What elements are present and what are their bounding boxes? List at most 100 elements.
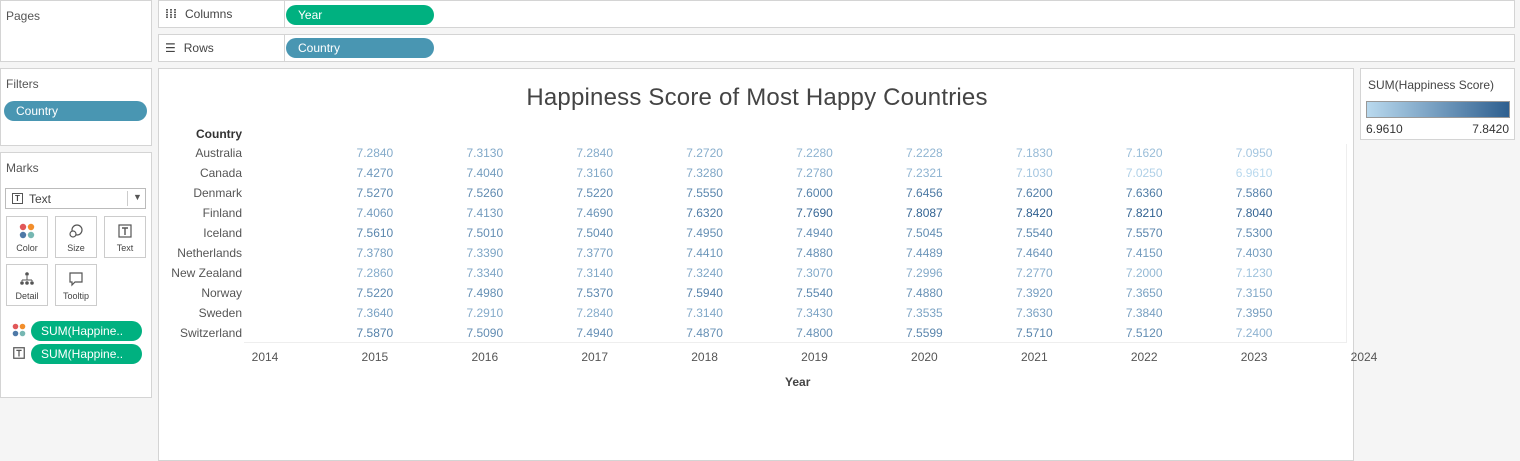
x-tick-label: 2015	[361, 350, 389, 364]
table-cell: 7.0950	[1235, 146, 1273, 160]
table-cell: 7.5045	[906, 226, 943, 240]
filters-title: Filters	[6, 77, 39, 91]
table-cell: 7.3640	[356, 306, 394, 320]
x-tick-label: 2017	[581, 350, 609, 364]
table-cell: 7.4040	[466, 166, 504, 180]
table-cell: 7.1830	[1015, 146, 1053, 160]
table-cell: 7.6200	[1015, 186, 1053, 200]
text-button[interactable]: Text	[104, 216, 146, 258]
text-field-icon	[13, 347, 25, 359]
legend-title: SUM(Happiness Score)	[1368, 78, 1495, 92]
table-cell: 7.5040	[576, 226, 614, 240]
table-cell: 7.2860	[356, 266, 394, 280]
x-tick-label: 2024	[1350, 350, 1378, 364]
rows-shelf-label: ☰ Rows	[159, 35, 285, 61]
table-cell: 7.3780	[356, 246, 394, 260]
detail-icon	[20, 272, 34, 285]
table-cell: 7.3390	[466, 246, 504, 260]
table-cell: 7.5940	[686, 286, 723, 300]
table-cell: 7.5870	[356, 326, 394, 340]
table-cell: 7.2770	[1015, 266, 1053, 280]
table-cell: 7.8210	[1125, 206, 1163, 220]
chevron-down-icon: ▼	[133, 192, 142, 202]
table-cell: 7.3630	[1015, 306, 1053, 320]
table-cell: 7.5220	[356, 286, 394, 300]
table-cell: 7.4030	[1235, 246, 1273, 260]
table-cell: 7.3130	[466, 146, 504, 160]
pages-panel: Pages	[0, 0, 152, 62]
filter-country-pill[interactable]: Country	[4, 101, 147, 121]
table-cell: 7.5610	[356, 226, 394, 240]
table-cell: 7.4270	[356, 166, 394, 180]
row-header-canada: Canada	[199, 166, 242, 180]
table-cell: 7.3140	[576, 266, 614, 280]
table-cell: 7.5010	[466, 226, 504, 240]
marks-title: Marks	[6, 161, 39, 175]
size-label: Size	[67, 243, 85, 253]
columns-label: Columns	[185, 7, 233, 21]
table-cell: 7.3240	[686, 266, 723, 280]
detail-button[interactable]: Detail	[6, 264, 48, 306]
filters-panel: Filters Country	[0, 68, 152, 146]
row-header-denmark: Denmark	[193, 186, 242, 200]
mark-type-label: Text	[29, 191, 52, 206]
row-header-iceland: Iceland	[203, 226, 242, 240]
color-label: Color	[16, 243, 38, 253]
row-header-switzerland: Switzerland	[179, 326, 242, 340]
table-cell: 7.4940	[796, 226, 833, 240]
table-cell: 7.2780	[796, 166, 833, 180]
table-cell: 7.4940	[576, 326, 614, 340]
dropdown-divider	[127, 191, 128, 206]
row-header-new-zealand: New Zealand	[171, 266, 242, 280]
table-cell: 7.8040	[1235, 206, 1273, 220]
rows-shelf[interactable]: ☰ Rows Country	[158, 34, 1515, 62]
x-tick-label: 2023	[1240, 350, 1268, 364]
table-cell: 7.6000	[796, 186, 833, 200]
detail-label: Detail	[15, 291, 39, 301]
table-cell: 7.4640	[1015, 246, 1053, 260]
row-header-norway: Norway	[201, 286, 242, 300]
rows-icon: ☰	[165, 41, 176, 55]
table-cell: 7.4690	[576, 206, 614, 220]
x-axis-label: Year	[785, 375, 811, 389]
legend-max: 7.8420	[1472, 122, 1509, 136]
table-cell: 7.5570	[1125, 226, 1163, 240]
table-cell: 7.5300	[1235, 226, 1273, 240]
table-cell: 7.3140	[686, 306, 723, 320]
size-button[interactable]: Size	[55, 216, 97, 258]
size-icon	[69, 224, 83, 238]
row-header-netherlands: Netherlands	[177, 246, 242, 260]
text-label: Text	[116, 243, 134, 253]
marks-panel: Marks T Text ▼ Color Size Text Detail	[0, 152, 152, 398]
x-tick-label: 2021	[1020, 350, 1048, 364]
table-cell: 7.5540	[1015, 226, 1053, 240]
legend-min: 6.9610	[1366, 122, 1403, 136]
color-legend[interactable]: SUM(Happiness Score) 6.9610 7.8420	[1360, 68, 1515, 140]
table-cell: 7.4060	[356, 206, 394, 220]
table-cell: 7.4980	[466, 286, 504, 300]
color-button[interactable]: Color	[6, 216, 48, 258]
table-cell: 7.1620	[1125, 146, 1163, 160]
table-cell: 7.3150	[1235, 286, 1273, 300]
table-cell: 7.3430	[796, 306, 833, 320]
table-cell: 7.2000	[1125, 266, 1163, 280]
table-cell: 7.3650	[1125, 286, 1163, 300]
x-tick-label: 2014	[251, 350, 279, 364]
table-cell: 7.0250	[1125, 166, 1163, 180]
mark-type-dropdown[interactable]: T Text ▼	[5, 188, 146, 209]
table-cell: 7.2400	[1235, 326, 1273, 340]
year-pill[interactable]: Year	[286, 5, 434, 25]
columns-icon: ⁞⁞⁞	[165, 7, 177, 21]
table-cell: 7.4880	[796, 246, 833, 260]
columns-shelf-label: ⁞⁞⁞ Columns	[159, 1, 285, 27]
columns-shelf[interactable]: ⁞⁞⁞ Columns Year	[158, 0, 1515, 28]
tooltip-button[interactable]: Tooltip	[55, 264, 97, 306]
table-cell: 7.5220	[576, 186, 614, 200]
table-cell: 7.1030	[1015, 166, 1053, 180]
country-pill[interactable]: Country	[286, 38, 434, 58]
color-field-pill[interactable]: SUM(Happine..	[31, 321, 142, 341]
text-field-pill[interactable]: SUM(Happine..	[31, 344, 142, 364]
table-cell: 7.5860	[1235, 186, 1273, 200]
table-cell: 7.5260	[466, 186, 504, 200]
table-cell: 7.4489	[906, 246, 943, 260]
